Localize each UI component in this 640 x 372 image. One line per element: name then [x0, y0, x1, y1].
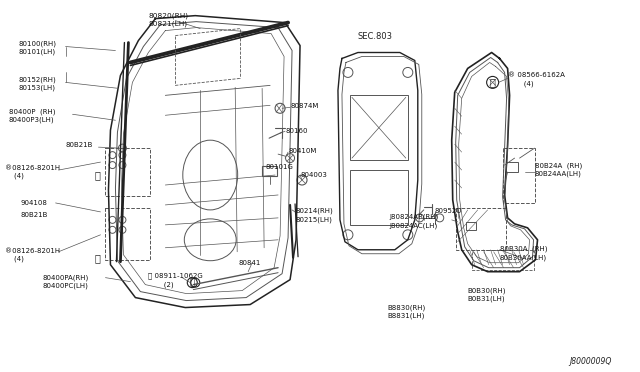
Text: Ⓑ: Ⓑ: [490, 77, 495, 87]
Text: 80B30A  (RH)
80B30AA(LH): 80B30A (RH) 80B30AA(LH): [500, 246, 547, 260]
Text: 80874M: 80874M: [290, 103, 319, 109]
Bar: [502, 148, 534, 203]
Text: 80B24A  (RH)
80B24AA(LH): 80B24A (RH) 80B24AA(LH): [534, 162, 582, 177]
Text: Ⓝ 08911-1062G
       (2): Ⓝ 08911-1062G (2): [148, 273, 203, 288]
Text: 80952U: 80952U: [435, 208, 462, 214]
Text: B8830(RH)
B8831(LH): B8830(RH) B8831(LH): [388, 305, 426, 319]
Bar: [350, 95, 408, 160]
Text: 804003: 804003: [300, 172, 327, 178]
Text: Ⓑ: Ⓑ: [95, 253, 100, 263]
Text: 80152(RH)
80153(LH): 80152(RH) 80153(LH): [19, 76, 56, 91]
Text: 80410M: 80410M: [288, 148, 316, 154]
Text: J8000009Q: J8000009Q: [570, 357, 612, 366]
Bar: [506, 162, 518, 172]
Bar: [456, 208, 506, 250]
Text: 80100(RH)
80101(LH): 80100(RH) 80101(LH): [19, 41, 57, 55]
Text: 80820(RH)
80821(LH): 80820(RH) 80821(LH): [148, 13, 189, 28]
Bar: [262, 166, 277, 176]
Text: ®08126-8201H
    (4): ®08126-8201H (4): [4, 165, 60, 179]
Text: 80101G: 80101G: [265, 164, 293, 170]
Text: SEC.803: SEC.803: [358, 32, 393, 41]
Text: 80400PA(RH)
80400PC(LH): 80400PA(RH) 80400PC(LH): [43, 275, 89, 289]
Text: ® 08566-6162A
       (4): ® 08566-6162A (4): [508, 73, 564, 87]
Text: B0B30(RH)
B0B31(LH): B0B30(RH) B0B31(LH): [468, 288, 506, 302]
Bar: [472, 250, 534, 270]
Text: Ⓝ: Ⓝ: [189, 278, 195, 287]
Text: 80B21B: 80B21B: [65, 142, 93, 148]
Text: 80400P  (RH)
80400P3(LH): 80400P (RH) 80400P3(LH): [9, 108, 55, 123]
Bar: [350, 170, 408, 225]
Text: Ⓑ: Ⓑ: [95, 170, 100, 180]
Text: 80160: 80160: [285, 128, 308, 134]
Bar: [466, 222, 476, 230]
Text: ®08126-8201H
    (4): ®08126-8201H (4): [4, 248, 60, 262]
Text: 904108: 904108: [20, 200, 47, 206]
Bar: [106, 148, 150, 196]
Bar: [106, 208, 150, 260]
Text: 80841: 80841: [238, 260, 260, 266]
Text: 80214(RH)
80215(LH): 80214(RH) 80215(LH): [295, 208, 333, 223]
Text: J80824AB(RH)
J80824AC(LH): J80824AB(RH) J80824AC(LH): [390, 214, 439, 229]
Text: 80B21B: 80B21B: [20, 212, 48, 218]
